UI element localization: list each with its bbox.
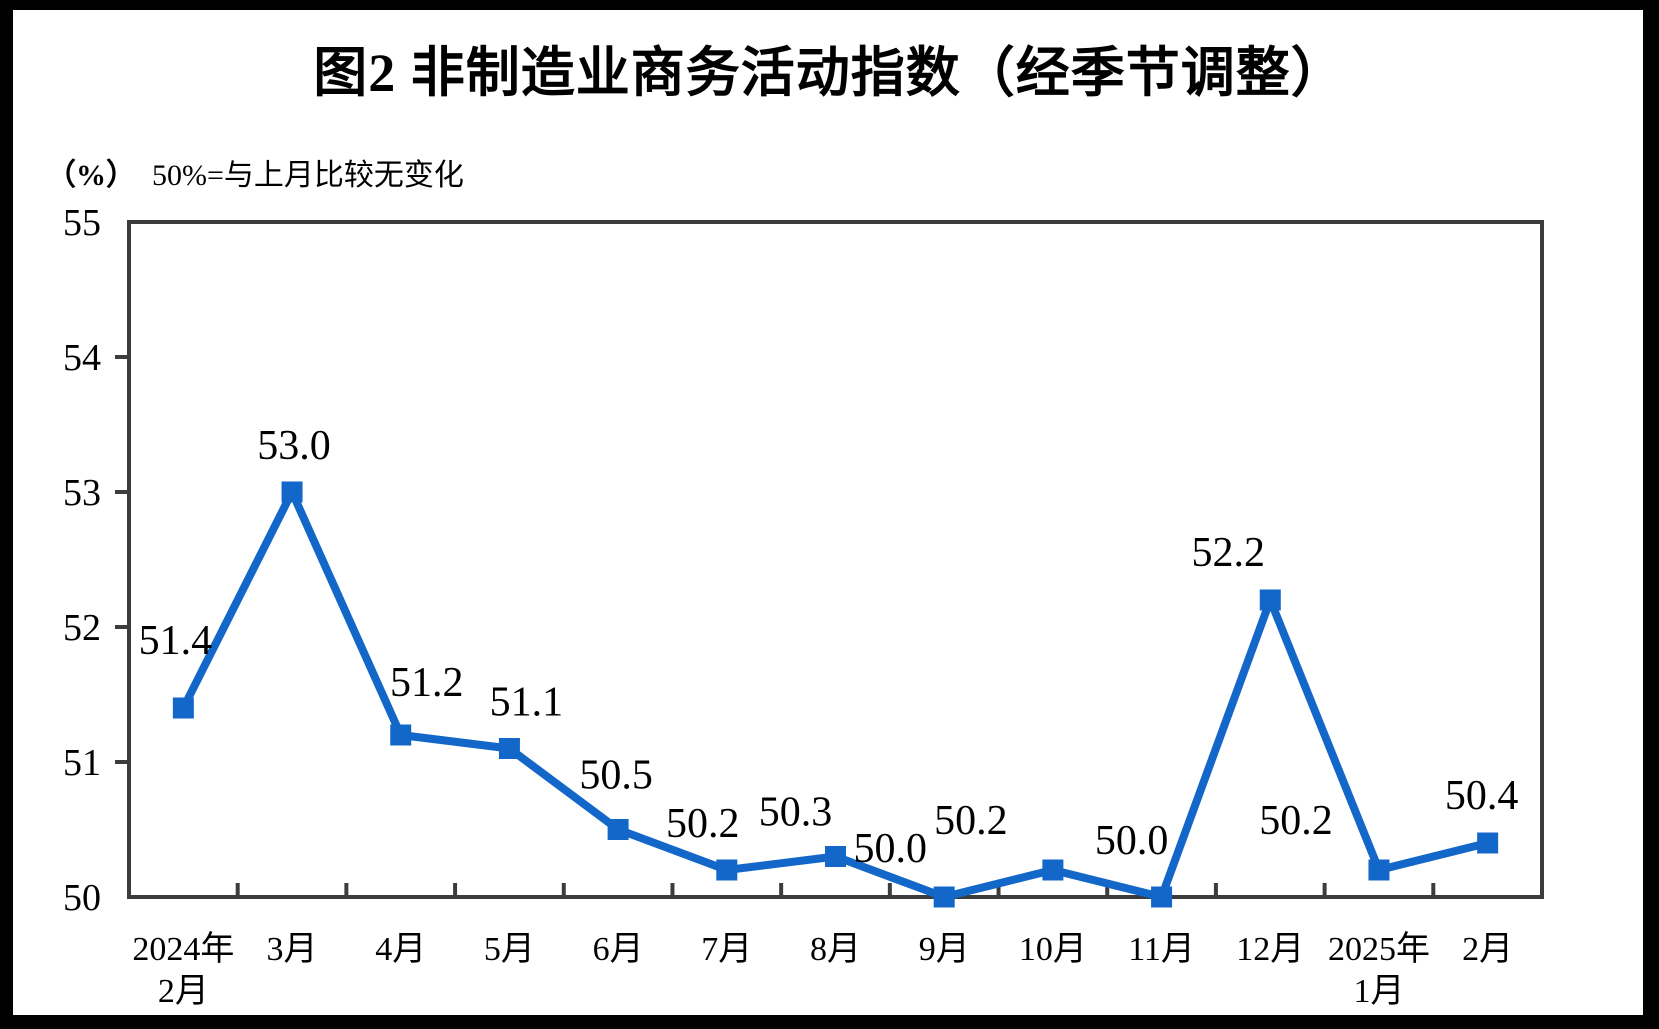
x-axis-category-label: 3月 [267,931,318,968]
y-axis-tick-label: 55 [63,202,101,244]
y-axis-tick-label: 52 [63,607,101,649]
data-point-marker [390,724,412,746]
data-point-label: 50.0 [853,826,927,872]
x-axis-category-label: 2月 [158,973,209,1010]
data-point-label: 50.2 [1259,798,1333,844]
data-point-marker [825,846,846,867]
axis-unit-row: （%） 50%=与上月比较无变化 [46,150,464,194]
data-point-label: 50.4 [1445,773,1519,819]
data-point-marker [933,886,955,908]
y-axis-tick-label: 54 [63,337,101,379]
data-point-marker [1259,589,1281,611]
data-point-label: 50.2 [666,801,740,847]
data-point-label: 50.5 [579,753,653,799]
x-axis-category-label: 12月 [1236,931,1304,968]
x-axis-category-label: 10月 [1019,931,1087,968]
data-point-marker [498,738,520,759]
unit-label: （%） [46,159,136,192]
chart-title: 图2 非制造业商务活动指数（经季节调整） [313,43,1346,103]
subtitle: 50%=与上月比较无变化 [152,159,464,192]
data-point-label: 52.2 [1192,530,1266,576]
y-axis-tick-label: 51 [63,742,101,784]
x-axis-category-label: 1月 [1353,973,1404,1010]
x-axis-category-label: 4月 [375,931,426,968]
data-point-label: 51.1 [490,680,564,726]
x-axis-category-label: 9月 [919,931,970,968]
data-point-marker [1151,886,1173,908]
data-point-marker [1368,859,1390,881]
data-point-label: 51.2 [390,660,464,706]
data-point-marker [716,859,738,881]
data-point-label: 50.2 [934,798,1008,844]
data-point-label: 50.0 [1095,818,1169,864]
x-axis-category-label: 2025年 [1328,930,1430,968]
data-point-marker [1477,832,1499,854]
data-point-label: 53.0 [257,423,331,469]
data-point-marker [281,481,303,503]
data-point-marker [1042,859,1064,881]
y-axis-tick-label: 53 [63,472,101,514]
x-axis-category-label: 6月 [593,931,644,968]
plot-border [127,220,1544,899]
x-axis-category-label: 11月 [1128,931,1195,968]
data-point-label: 50.3 [759,790,833,836]
data-point-marker [607,819,629,840]
y-axis-tick-label: 50 [63,877,101,919]
data-point-marker [172,697,194,719]
x-axis-category-label: 8月 [810,931,861,968]
x-axis-category-label: 2月 [1462,931,1513,968]
x-axis-category-label: 5月 [484,931,535,968]
data-point-label: 51.4 [139,618,213,664]
x-axis-category-label: 7月 [701,931,752,968]
x-axis-category-label: 2024年 [132,930,234,968]
